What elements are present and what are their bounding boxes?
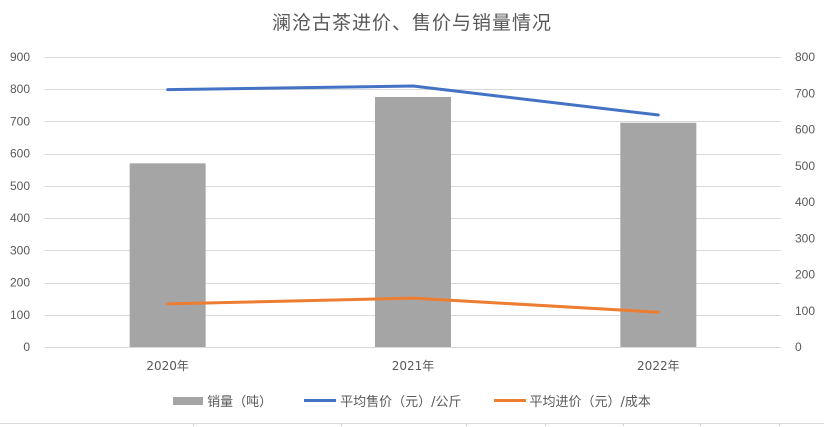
chart-legend: 销量（吨） 平均售价（元）/公斤 平均进价（元）/成本 (0, 391, 824, 410)
spreadsheet-column-border (545, 424, 546, 426)
y-tick-label: 700 (10, 114, 30, 128)
spreadsheet-column-border (341, 424, 342, 426)
legend-swatch-bar-icon (173, 396, 204, 405)
spreadsheet-column-border (193, 424, 194, 426)
legend-item-sales-volume: 销量（吨） (173, 391, 272, 410)
y-tick-label: 800 (10, 82, 30, 96)
legend-item-avg-selling-price: 平均售价（元）/公斤 (304, 391, 462, 410)
y2-tick-label: 400 (795, 195, 815, 209)
primary-y-axis: 0 100 200 300 400 500 600 700 800 900 (10, 50, 30, 354)
bar-series-sales-volume (129, 96, 697, 347)
legend-item-avg-purchase-price: 平均进价（元）/成本 (493, 391, 651, 410)
chart-title: 澜沧古茶进价、售价与销量情况 (271, 12, 552, 34)
x-axis: 2020年 2021年 2022年 (146, 359, 679, 373)
bar (129, 163, 206, 347)
legend-label: 销量（吨） (207, 395, 273, 410)
legend-swatch-line-icon (493, 399, 526, 402)
y-tick-label: 900 (10, 50, 30, 64)
y-tick-label: 100 (10, 308, 30, 322)
line-series (166, 84, 660, 314)
y2-tick-label: 800 (795, 50, 815, 64)
spreadsheet-grid-edge (0, 423, 824, 427)
y-tick-label: 200 (10, 276, 30, 290)
spreadsheet-column-border (466, 424, 467, 426)
legend-label: 平均售价（元）/公斤 (340, 395, 462, 410)
legend-swatch-line-icon (304, 399, 337, 402)
spreadsheet-column-border (623, 424, 624, 426)
x-tick-label: 2020年 (146, 359, 189, 373)
line-series-path (166, 84, 660, 117)
y2-tick-label: 200 (795, 268, 815, 282)
y2-tick-label: 700 (795, 86, 815, 100)
y-tick-label: 500 (10, 179, 30, 193)
y2-tick-label: 500 (795, 159, 815, 173)
y-tick-label: 600 (10, 147, 30, 161)
line-series-path (166, 296, 660, 314)
y-tick-label: 0 (23, 340, 30, 354)
x-tick-label: 2021年 (392, 359, 435, 373)
y2-tick-label: 300 (795, 231, 815, 245)
y-tick-label: 400 (10, 211, 30, 225)
y-tick-label: 300 (10, 243, 30, 257)
spreadsheet-column-border (779, 424, 780, 426)
y2-tick-label: 100 (795, 304, 815, 318)
secondary-y-axis: 0 100 200 300 400 500 600 700 800 (795, 50, 815, 354)
y2-tick-label: 0 (795, 340, 802, 354)
legend-label: 平均进价（元）/成本 (529, 395, 651, 410)
spreadsheet-column-border (700, 424, 701, 426)
bar (375, 96, 451, 347)
x-tick-label: 2022年 (637, 359, 680, 373)
y2-tick-label: 600 (795, 123, 815, 137)
